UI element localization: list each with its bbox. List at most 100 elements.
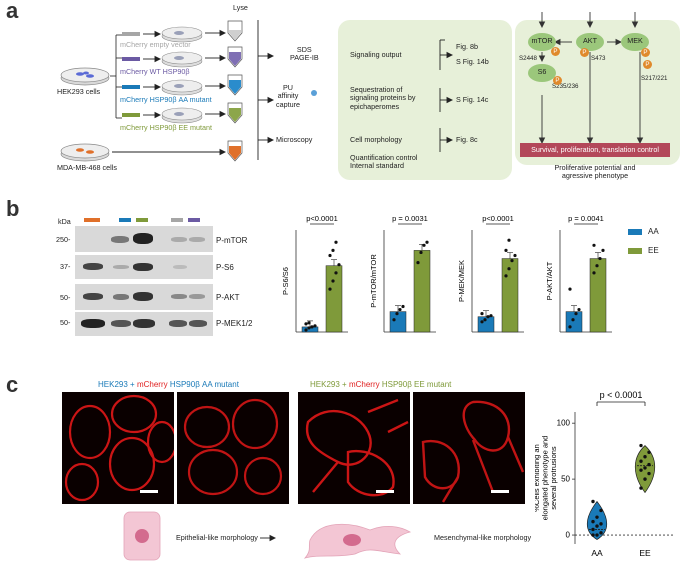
data-point [422,243,426,247]
s6-node [528,64,556,82]
legend-swatch-ee [628,248,642,254]
data-point [507,267,511,271]
data-point [504,248,508,252]
data-point [595,533,599,537]
data-point [313,324,317,328]
bead-icon [311,90,317,96]
data-point [331,248,335,252]
data-point [398,307,402,312]
ref-fig8c: Fig. 8c [456,135,478,144]
data-point [595,515,599,519]
lane-color-mda [84,218,100,222]
y-axis-label: P-AKT/AKT [545,261,554,300]
condition-empty: mCherry empty vector [120,40,191,49]
data-point [643,455,647,459]
pathway-caption: Proliferative potential and agressive ph… [554,163,636,181]
legend-label-ee: EE [648,246,659,255]
data-point [601,248,605,252]
data-point [304,328,308,332]
ref-sfig14c: S Fig. 14c [456,95,489,104]
node-mek-label: MEK [627,36,643,45]
bar-aa [389,311,407,333]
micrograph-ee-1 [298,392,410,504]
bar-chart-1: P-S6/S6 p<0.0001 [281,214,348,333]
phospho-icon-mtor: P [551,47,560,56]
data-point [480,312,484,316]
data-point [568,325,572,329]
marker-50-mek: 50- [60,318,71,327]
mda-dish [60,143,110,162]
data-point [483,318,487,322]
legend-swatch-aa [628,229,642,235]
data-point [647,462,651,467]
data-point [395,312,399,316]
data-point [504,274,508,278]
blot-label-akt: P-AKT [216,293,240,302]
y-axis-label: P-mTOR/mTOR [369,254,378,308]
bar-ee [325,265,343,333]
data-point [647,471,651,476]
epithelial-label: Epithelial-like morphology [176,533,258,542]
bar-chart-2: P-mTOR/mTOR p = 0.0031 [369,214,436,333]
blot-label-mek: P-MEK1/2 [216,319,253,328]
data-point [639,459,643,463]
readout-box [338,20,512,180]
y-axis-label-line: elongated phenotype and [541,436,550,521]
node-akt-label: AKT [583,36,597,45]
y-tick-label: 100 [557,419,571,428]
lane-color-aa [119,218,131,222]
sds-label: SDS PAGE-IB [290,45,319,63]
lane-color-empty [171,218,183,222]
mek-node [621,33,649,51]
y-axis-label: %Cells exhibiting anelongated phenotype … [535,436,558,521]
blot-mtor [75,226,213,252]
data-point [639,468,643,472]
data-point [401,304,405,309]
data-point [307,321,311,325]
data-point [307,326,311,330]
y-tick-label: 0 [566,531,571,540]
panel-letter-a: a [6,0,19,23]
micrograph-aa-2 [177,392,289,504]
data-point [599,508,603,513]
lyse-label: Lyse [233,3,248,12]
outcome-label: Survival, proliferation, translation con… [531,145,659,154]
data-point [647,450,651,454]
box-item-signaling: Signaling output [350,50,402,59]
data-point [598,256,602,261]
kda-label: kDa [58,217,71,226]
mda-label: MDA-MB-468 cells [57,163,117,172]
data-point [639,443,643,448]
transfected-dishes [161,26,203,124]
blot-s6 [75,255,213,279]
data-point [599,531,603,535]
bar-ee [589,258,607,333]
ref-sfig14b: S Fig. 14b [456,57,489,66]
data-point [328,287,332,291]
box-item-control: Quantification control Internal standard [350,153,418,171]
marker-37: 37- [60,262,71,271]
data-point [310,325,314,329]
data-point [331,279,335,283]
data-point [419,250,423,255]
p-value: p < 0.0001 [600,390,643,400]
title-ee: HEK293 + mCherry HSP90β EE mutant [310,380,452,389]
data-point [599,522,603,526]
y-axis-label: P-MEK/MEK [457,260,466,302]
data-point [337,263,341,267]
data-point [595,524,599,528]
x-tick-label: AA [591,548,603,558]
blot-label-s6: P-S6 [216,263,234,272]
hek293-dish [60,67,110,86]
data-point [425,240,429,244]
lane-color-ee [136,218,148,222]
data-point [334,240,338,244]
pathway-box [515,20,680,165]
data-point [571,318,575,322]
micrograph-aa-1 [62,392,174,504]
site-s235: S235/236 [552,83,579,90]
mtor-node [528,33,556,51]
blot-label-mtor: P-mTOR [216,236,248,245]
site-s217: S217/221 [641,75,668,82]
outcome-bar [520,143,670,157]
